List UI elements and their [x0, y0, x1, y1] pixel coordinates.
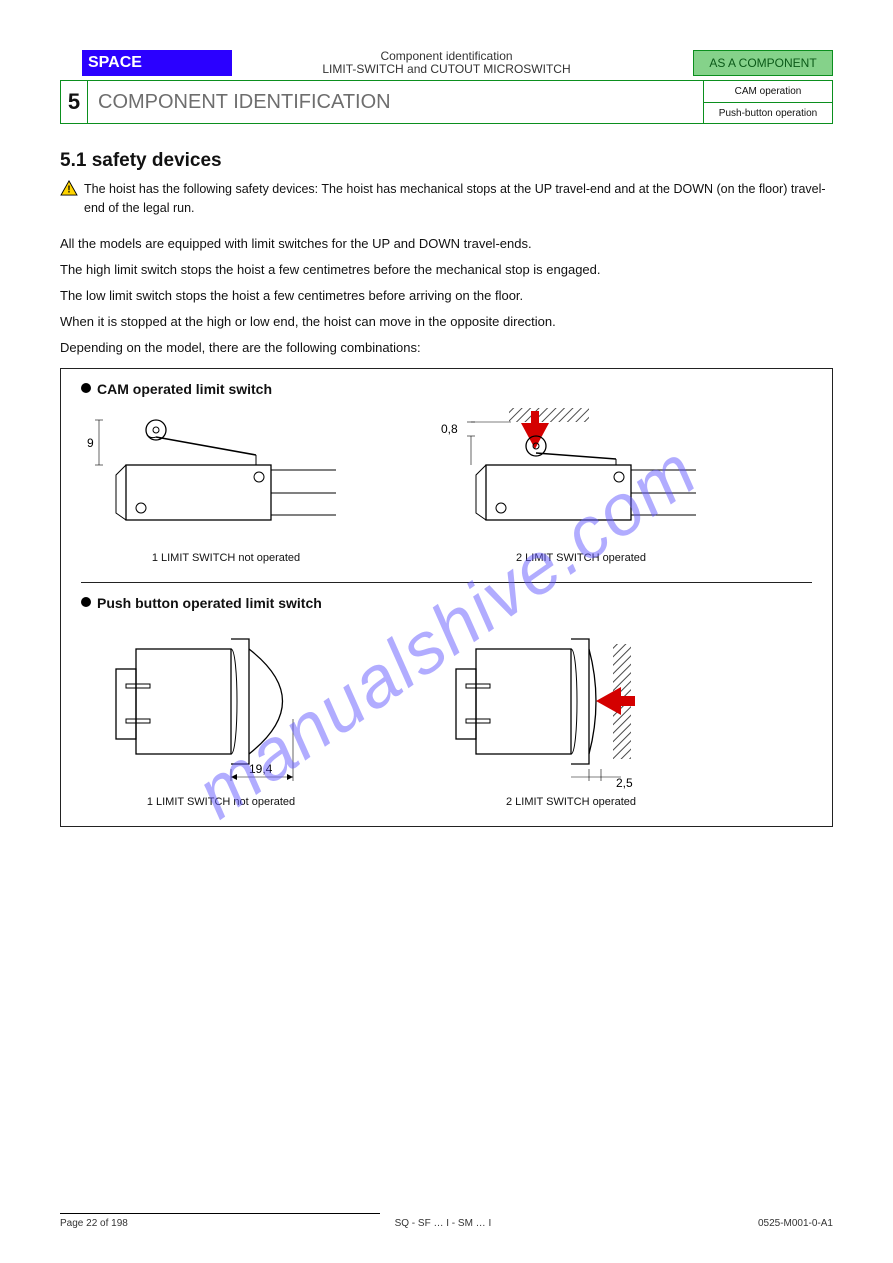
- dim1-right: 0,8: [441, 422, 458, 436]
- svg-text:!: !: [67, 184, 70, 195]
- title-right-box: CAM operation Push-button operation: [703, 81, 832, 123]
- body-paragraphs: All the models are equipped with limit s…: [60, 234, 833, 359]
- title-right-top: CAM operation: [704, 81, 832, 103]
- pushbutton-left-svg: 19,4: [81, 619, 361, 789]
- page-footer: Page 22 of 198 SQ - SF … I - SM … I 0525…: [60, 1213, 833, 1229]
- warning-text: The hoist has the following safety devic…: [84, 180, 833, 218]
- diagram1-left-caption: 1 LIMIT SWITCH not operated: [81, 552, 371, 564]
- section-title: COMPONENT IDENTIFICATION: [88, 81, 703, 123]
- diagram1-left: 9 1 LIMIT SWITCH not operated: [81, 405, 371, 564]
- page: manualshive.com SPACE Component identifi…: [0, 0, 893, 1263]
- footer-mid: SQ - SF … I - SM … I: [395, 1218, 492, 1229]
- microswitch-left-svg: 9: [81, 405, 371, 545]
- header-green-label: AS A COMPONENT: [693, 50, 833, 76]
- para-4: Depending on the model, there are the fo…: [60, 338, 833, 358]
- dim2-right: 2,5: [616, 776, 633, 789]
- warning-icon: !: [60, 180, 78, 196]
- pushbutton-right-svg: 2,5: [421, 619, 721, 789]
- diagram2-left-caption: 1 LIMIT SWITCH not operated: [81, 796, 361, 808]
- footer-left: Page 22 of 198: [60, 1218, 128, 1229]
- title-bar: 5 COMPONENT IDENTIFICATION CAM operation…: [60, 80, 833, 124]
- footer-right: 0525-M001-0-A1: [758, 1218, 833, 1229]
- bullet-icon: [81, 383, 91, 393]
- diagram2-left: 19,4 1 LIMIT SWITCH not operated: [81, 619, 361, 808]
- diagram1-right: 0,8 2 LIMIT SWITCH operated: [431, 405, 731, 564]
- dim2-left: 19,4: [249, 762, 273, 776]
- diagram-section2-title: Push button operated limit switch: [81, 595, 812, 611]
- para-2: The low limit switch stops the hoist a f…: [60, 286, 833, 306]
- warning-row: ! The hoist has the following safety dev…: [60, 180, 833, 218]
- bullet-icon: [81, 597, 91, 607]
- microswitch-right-svg: 0,8: [431, 405, 731, 545]
- para-3: When it is stopped at the high or low en…: [60, 312, 833, 332]
- section-number: 5: [61, 81, 88, 123]
- diagram-row-1: 9 1 LIMIT SWITCH not operated: [81, 405, 812, 564]
- diagram-separator: [81, 582, 812, 583]
- title-right-bottom: Push-button operation: [704, 103, 832, 124]
- dim1-left: 9: [87, 436, 94, 450]
- page-header: SPACE Component identification LIMIT-SWI…: [60, 50, 833, 76]
- para-1: The high limit switch stops the hoist a …: [60, 260, 833, 280]
- diagram-row-2: 19,4 1 LIMIT SWITCH not operated: [81, 619, 812, 808]
- diagram-box: CAM operated limit switch: [60, 368, 833, 827]
- subsection-title: 5.1 safety devices: [60, 150, 833, 172]
- para-0: All the models are equipped with limit s…: [60, 234, 833, 254]
- diagram2-right-caption: 2 LIMIT SWITCH operated: [421, 796, 721, 808]
- diagram1-right-caption: 2 LIMIT SWITCH operated: [431, 552, 731, 564]
- diagram-section1-title: CAM operated limit switch: [81, 381, 812, 397]
- diagram2-right: 2,5 2 LIMIT SWITCH operated: [421, 619, 721, 808]
